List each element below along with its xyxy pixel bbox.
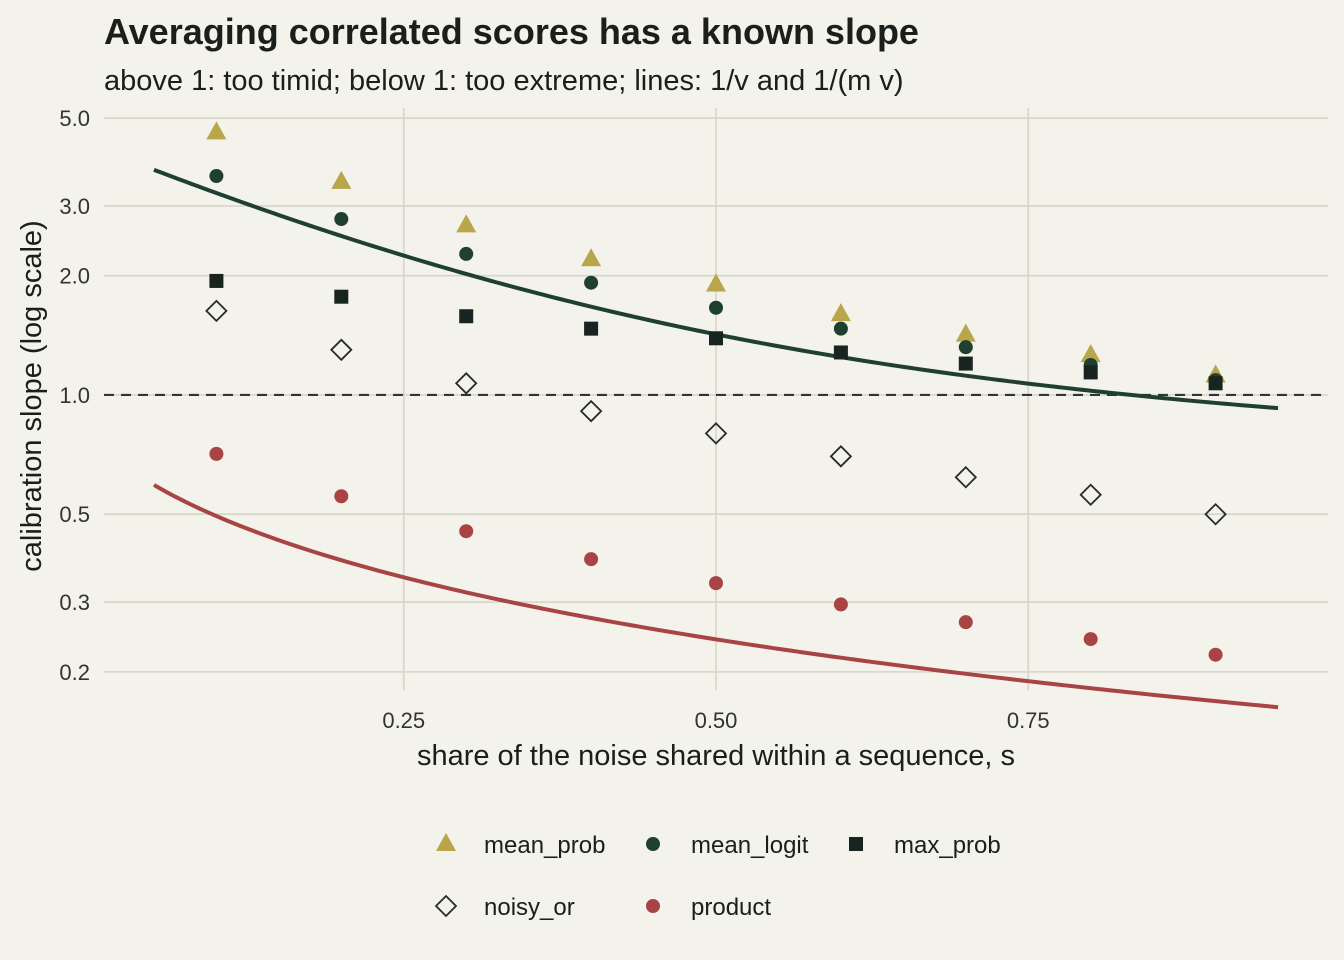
- mean_prob-point: [706, 273, 726, 292]
- mean_logit-point: [459, 246, 474, 261]
- max_prob-point: [1208, 376, 1223, 391]
- noisy_or-point: [829, 445, 853, 468]
- legend-key-mean_logit: [646, 837, 660, 851]
- max_prob-point: [709, 331, 723, 346]
- y-tick-label: 5.0: [59, 106, 90, 131]
- mean_logit-point: [833, 321, 848, 336]
- x-tick-label: 0.75: [1007, 708, 1050, 733]
- y-axis-title: calibration slope (log scale): [16, 220, 48, 571]
- product-point: [833, 597, 848, 612]
- legend-key-max_prob: [849, 837, 863, 851]
- mean_logit-point: [958, 340, 973, 355]
- legend-label-noisy_or: noisy_or: [484, 894, 575, 921]
- y-tick-label: 1.0: [59, 383, 90, 408]
- mean_prob-point: [206, 121, 227, 140]
- x-tick-label: 0.50: [695, 708, 738, 733]
- mean_logit-point: [209, 168, 224, 183]
- mean_prob-point: [331, 170, 352, 189]
- chart-title: Averaging correlated scores has a known …: [104, 11, 919, 52]
- series-max_prob: [209, 273, 1223, 391]
- mean_logit-point: [334, 212, 349, 227]
- max_prob-point: [334, 289, 349, 304]
- mean_prob-point: [456, 214, 477, 233]
- mean_prob-point: [1080, 344, 1101, 363]
- data-points: [205, 121, 1227, 662]
- noisy_or-point: [579, 399, 603, 423]
- x-axis-ticks: 0.25 0.50 0.75: [382, 708, 1049, 733]
- series-noisy_or: [205, 299, 1227, 526]
- noisy_or-point: [1204, 502, 1227, 526]
- x-axis-title: share of the noise shared within a seque…: [417, 740, 1015, 772]
- product-point: [709, 576, 723, 591]
- noisy_or-point: [205, 299, 228, 323]
- max_prob-point: [1083, 365, 1098, 380]
- product-point: [584, 552, 599, 567]
- noisy_or-point: [454, 372, 478, 395]
- legend-key-product: [646, 899, 660, 913]
- max_prob-point: [209, 273, 224, 288]
- y-tick-label: 0.5: [59, 502, 90, 527]
- y-tick-label: 3.0: [59, 194, 90, 219]
- legend-key-noisy_or: [434, 894, 458, 918]
- product-point: [459, 524, 474, 539]
- noisy_or-point: [330, 338, 353, 362]
- noisy_or-point: [704, 422, 728, 445]
- series-mean_logit: [209, 168, 1223, 388]
- grid: [104, 108, 1328, 690]
- max_prob-point: [459, 309, 474, 324]
- fit-curve-2: [152, 483, 1279, 710]
- mean_logit-point: [709, 300, 723, 315]
- x-tick-label: 0.25: [382, 708, 425, 733]
- product-point: [334, 489, 349, 504]
- max_prob-point: [833, 345, 848, 360]
- product-point: [1208, 647, 1223, 662]
- legend: mean_prob mean_logit max_prob noisy_or produ…: [434, 832, 1001, 921]
- legend-label-mean_logit: mean_logit: [691, 832, 809, 859]
- y-tick-label: 0.3: [59, 590, 90, 615]
- mean_prob-point: [581, 248, 602, 267]
- y-tick-label: 2.0: [59, 264, 90, 289]
- y-axis-ticks: 0.2 0.3 0.5 1.0 2.0 3.0 5.0: [59, 106, 90, 685]
- mean_prob-point: [955, 323, 976, 342]
- noisy_or-point: [954, 465, 978, 489]
- y-tick-label: 0.2: [59, 660, 90, 685]
- legend-label-product: product: [691, 894, 771, 921]
- legend-label-mean_prob: mean_prob: [484, 832, 605, 859]
- max_prob-point: [584, 321, 599, 336]
- legend-key-mean_prob: [436, 833, 456, 851]
- mean_logit-point: [584, 275, 599, 290]
- series-product: [209, 446, 1223, 662]
- mean_prob-point: [830, 303, 851, 322]
- product-point: [209, 446, 224, 461]
- legend-label-max_prob: max_prob: [894, 832, 1001, 859]
- chart-subtitle: above 1: too timid; below 1: too extreme…: [104, 65, 904, 97]
- product-point: [958, 615, 973, 630]
- noisy_or-point: [1079, 483, 1102, 506]
- product-point: [1083, 632, 1098, 647]
- max_prob-point: [958, 356, 973, 371]
